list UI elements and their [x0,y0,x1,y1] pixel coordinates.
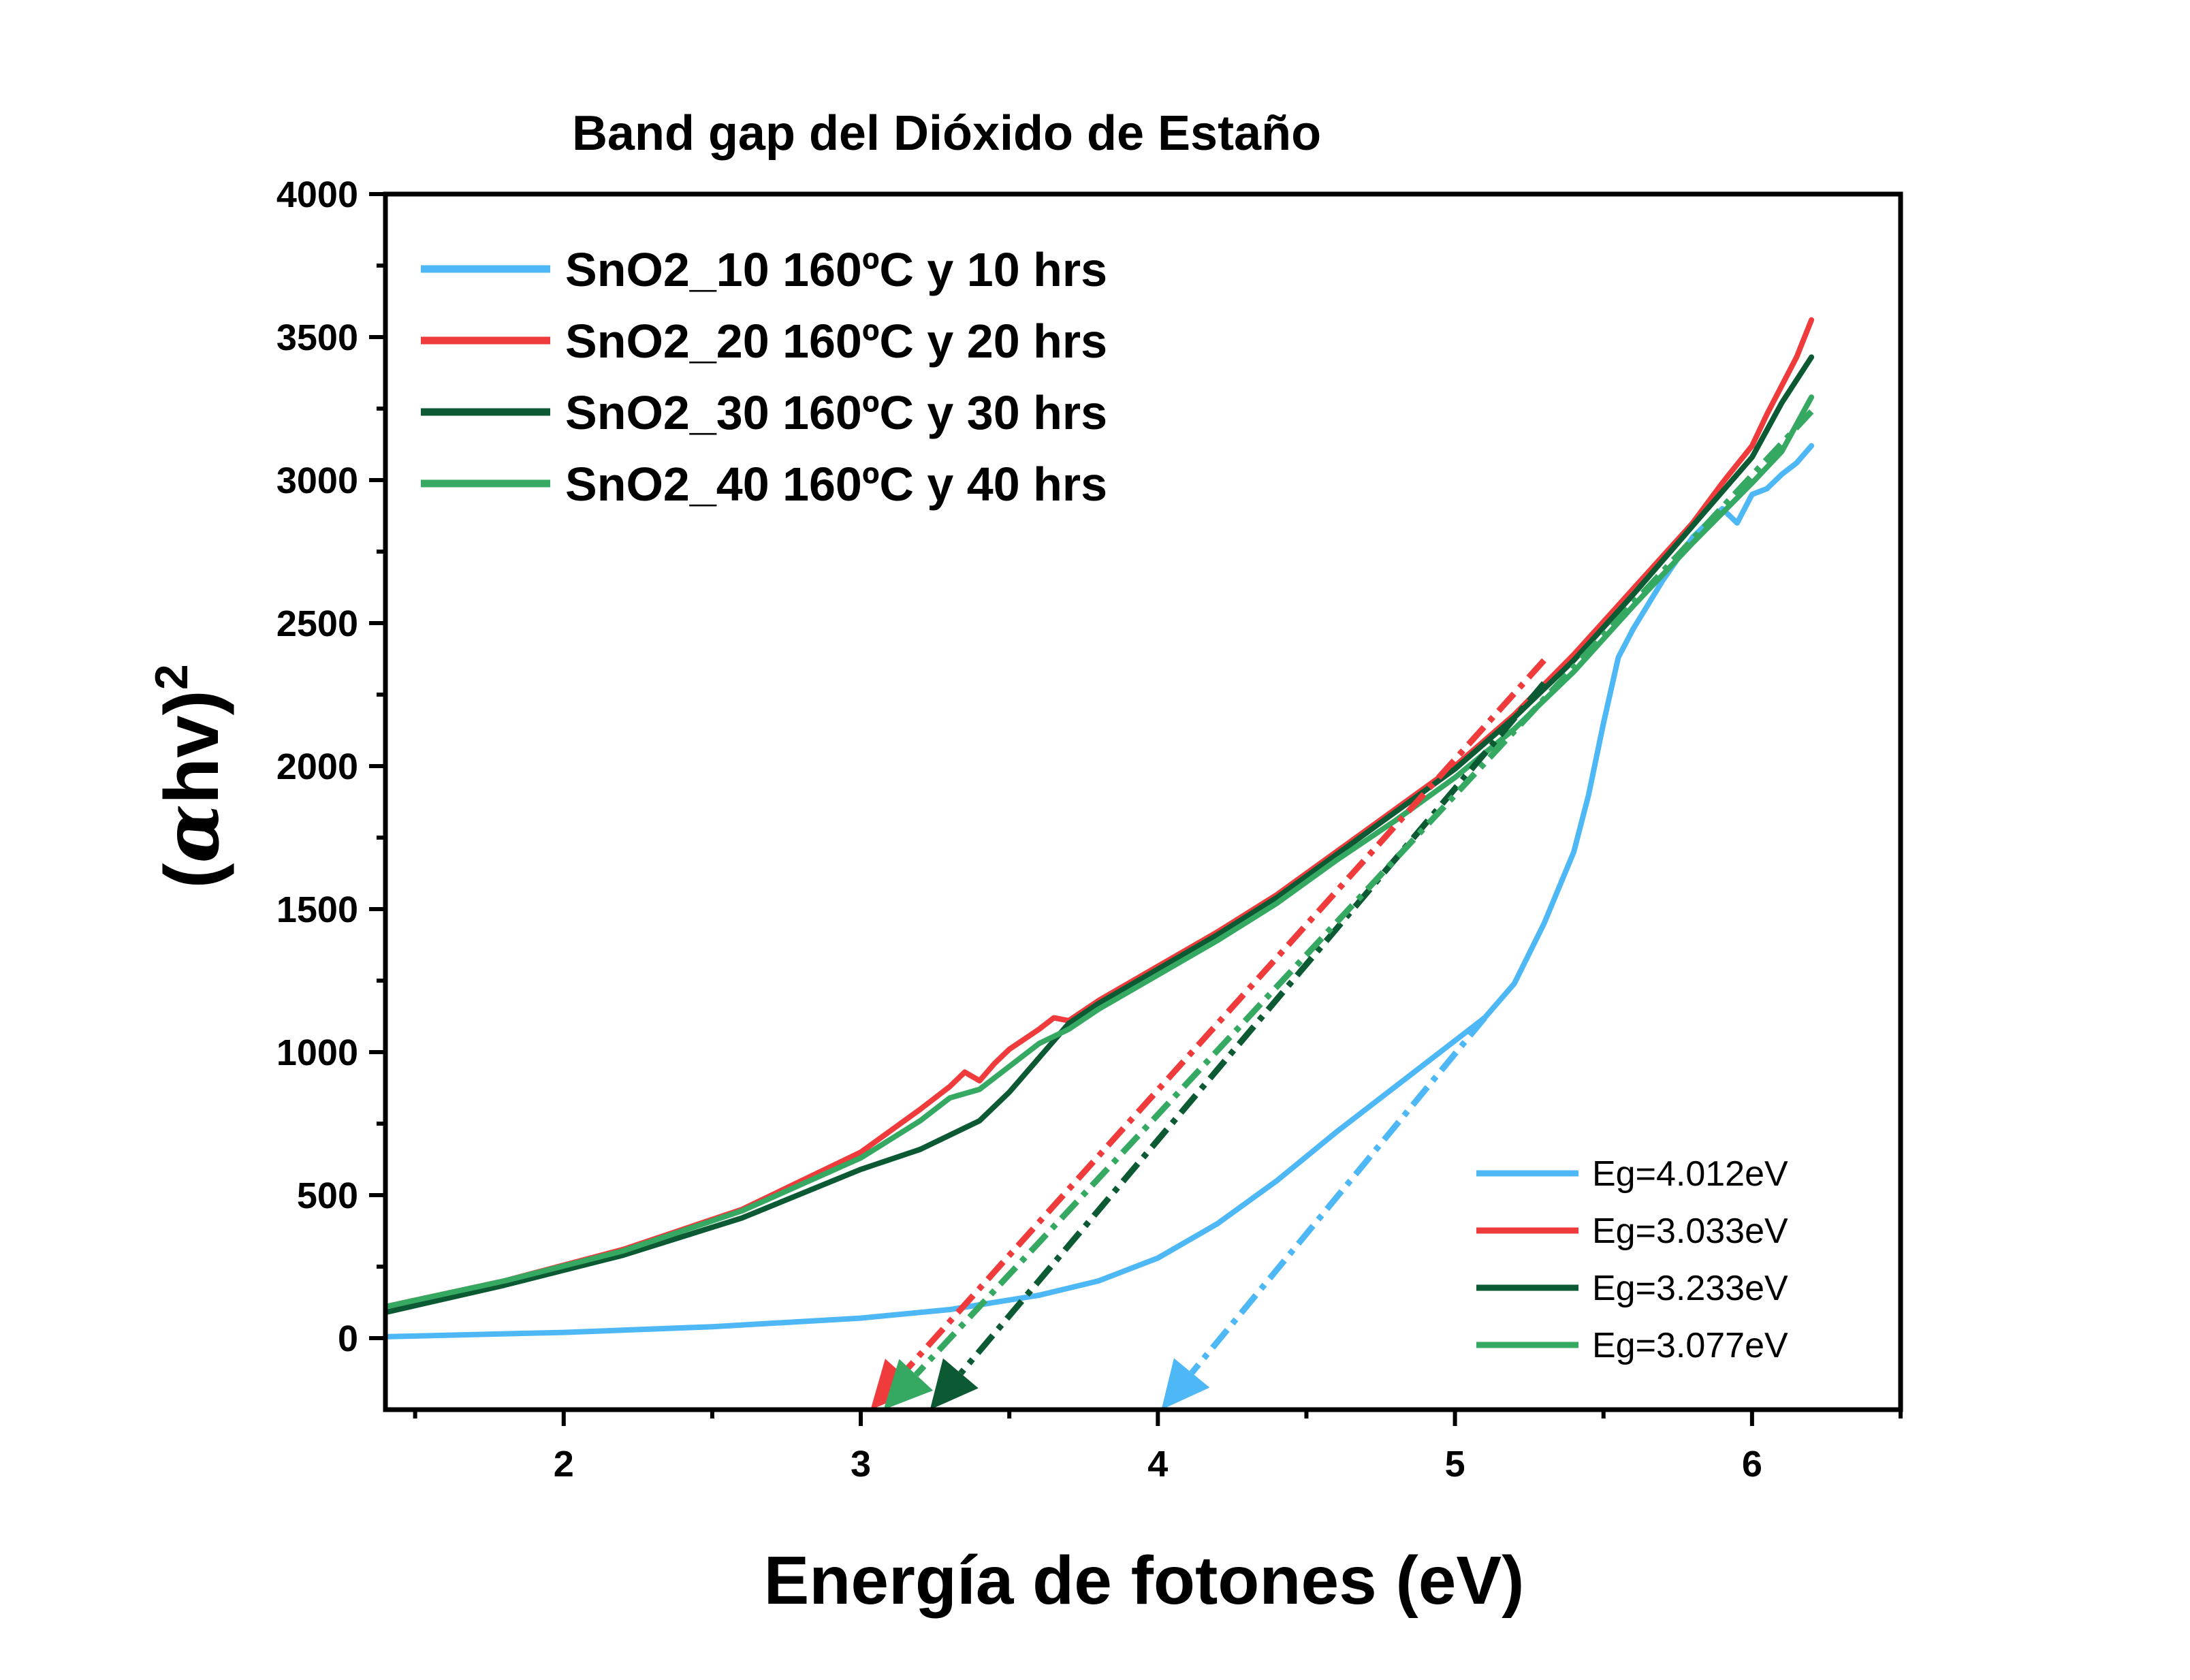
y-tick-label: 2000 [276,746,358,787]
band-gap-legend: Eg=4.012eV Eg=3.033eV Eg=3.233eV Eg=3.077eV [1476,1154,1788,1365]
eg-legend-label-2: Eg=3.033eV [1592,1211,1788,1251]
y-tick-label: 2500 [276,603,358,644]
series-layer [385,317,1815,1340]
eg-legend-label-1: Eg=4.012eV [1592,1154,1788,1194]
x-tick-label: 3 [851,1444,871,1485]
legend-label-2: SnO2_20 160ºC y 20 hrs [565,315,1107,368]
series-line-1 [385,443,1815,1340]
fit-line-2 [900,658,1546,1376]
eg-legend-label-3: Eg=3.233eV [1592,1269,1788,1308]
y-axis-title: (αhv)2 [146,664,236,888]
fit-line-3 [958,681,1546,1376]
y-axis-ticks: 0 500 1000 1500 2000 2500 3000 3500 4000 [276,174,385,1359]
fit-line-4 [913,409,1814,1377]
y-tick-label: 3000 [276,460,358,501]
y-tick-label: 0 [338,1318,358,1359]
x-axis-title: Energía de fotones (eV) [764,1542,1525,1619]
x-tick-label: 4 [1147,1444,1168,1485]
chart-title: Band gap del Dióxido de Estaño [572,106,1321,161]
plot-frame [383,191,1903,1412]
series-line-3 [385,354,1815,1316]
plot-area [383,191,1903,1412]
y-axis-title-alpha: α [147,804,236,863]
y-tick-label: 1000 [276,1032,358,1073]
legend-label-4: SnO2_40 160ºC y 40 hrs [565,458,1107,511]
legend-label-1: SnO2_10 160ºC y 10 hrs [565,243,1107,296]
x-tick-label: 2 [554,1444,574,1485]
fit-lines-layer [870,409,1814,1410]
y-tick-label: 4000 [276,174,358,215]
series-line-4 [385,394,1815,1310]
fit-line-1 [1189,1015,1487,1375]
x-axis-ticks: 2 3 4 5 6 [413,1410,1903,1485]
y-axis-title-sup: 2 [146,664,197,690]
y-axis-title-open: ( [149,863,234,889]
y-axis-title-close: ) [149,690,234,715]
y-tick-label: 3500 [276,317,358,358]
x-tick-label: 5 [1445,1444,1465,1485]
fit-arrowhead-4 [883,1359,934,1410]
fit-arrowhead-3 [930,1358,979,1410]
fit-arrowhead-1 [1161,1358,1210,1410]
legend-label-3: SnO2_30 160ºC y 30 hrs [565,386,1107,439]
x-tick-label: 6 [1742,1444,1762,1485]
y-axis-title-hv: hv [149,715,234,804]
series-legend: SnO2_10 160ºC y 10 hrs SnO2_20 160ºC y 20… [421,243,1107,511]
y-tick-label: 1500 [276,889,358,930]
y-tick-label: 500 [297,1175,358,1216]
eg-legend-label-4: Eg=3.077eV [1592,1326,1788,1365]
